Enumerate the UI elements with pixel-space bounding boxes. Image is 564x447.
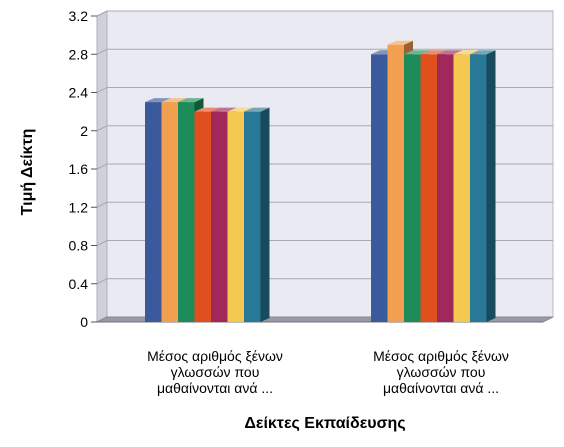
bar-top — [453, 50, 479, 55]
bar-top — [178, 98, 204, 103]
bar-front — [453, 54, 470, 322]
x-category-label: Μέσος αριθμός ξένων γλωσσών που μαθαίνοντα… — [373, 348, 509, 396]
bar-top — [161, 98, 187, 103]
bar-front — [194, 111, 211, 322]
x-category-line: γλωσσών που — [171, 364, 260, 380]
bar-top — [194, 107, 220, 112]
bar-front — [178, 102, 195, 322]
bar-top — [437, 50, 463, 55]
gridline — [96, 10, 553, 17]
bar-front — [211, 111, 228, 322]
y-tick-label: 0 — [80, 314, 88, 330]
bar-top — [404, 50, 430, 55]
bar — [244, 107, 270, 322]
y-axis-ticks: 0 0.4 0.8 1.2 1.6 2 2.4 2.8 3.2 — [69, 8, 97, 330]
bar-front — [437, 54, 454, 322]
bar-front — [420, 54, 437, 322]
bar-top — [420, 50, 446, 55]
y-tick-label: 0.4 — [69, 276, 89, 292]
x-category-line: Μέσος αριθμός ξένων — [373, 348, 509, 364]
bar-front — [371, 54, 388, 322]
x-axis-categories: Μέσος αριθμός ξένων γλωσσών που μαθαίνοντα… — [147, 348, 509, 396]
bar — [470, 50, 496, 322]
bar-front — [145, 102, 162, 322]
bar-side — [486, 50, 496, 322]
bar-top — [145, 98, 171, 103]
y-tick-label: 1.6 — [69, 161, 89, 177]
bar-front — [244, 111, 261, 322]
y-tick-label: 2.8 — [69, 46, 89, 62]
bar-front — [404, 54, 421, 322]
bars — [145, 40, 496, 322]
bar-top — [387, 40, 413, 45]
y-tick-label: 0.8 — [69, 238, 89, 254]
bar-top — [244, 107, 270, 112]
bar-top — [470, 50, 496, 55]
y-tick-label: 2 — [80, 123, 88, 139]
bar-front — [161, 102, 178, 322]
x-category-line: μαθαίνονται ανά ... — [383, 380, 499, 396]
bar-front — [387, 44, 404, 322]
y-tick-label: 2.4 — [69, 85, 89, 101]
y-tick-label: 3.2 — [69, 8, 89, 24]
bar-side — [260, 107, 270, 322]
x-category-line: γλωσσών που — [397, 364, 486, 380]
x-category-line: μαθαίνονται ανά ... — [157, 380, 273, 396]
y-axis-title: Τιμή Δείκτη — [19, 129, 36, 216]
bar-front — [470, 54, 487, 322]
bar-top — [227, 107, 253, 112]
x-category-line: Μέσος αριθμός ξένων — [147, 348, 283, 364]
y-tick-label: 1.2 — [69, 199, 89, 215]
bar-front — [227, 111, 244, 322]
x-category-label: Μέσος αριθμός ξένων γλωσσών που μαθαίνοντα… — [147, 348, 283, 396]
x-axis-title: Δείκτες Εκπαίδευσης — [244, 415, 405, 432]
bar-top — [211, 107, 237, 112]
